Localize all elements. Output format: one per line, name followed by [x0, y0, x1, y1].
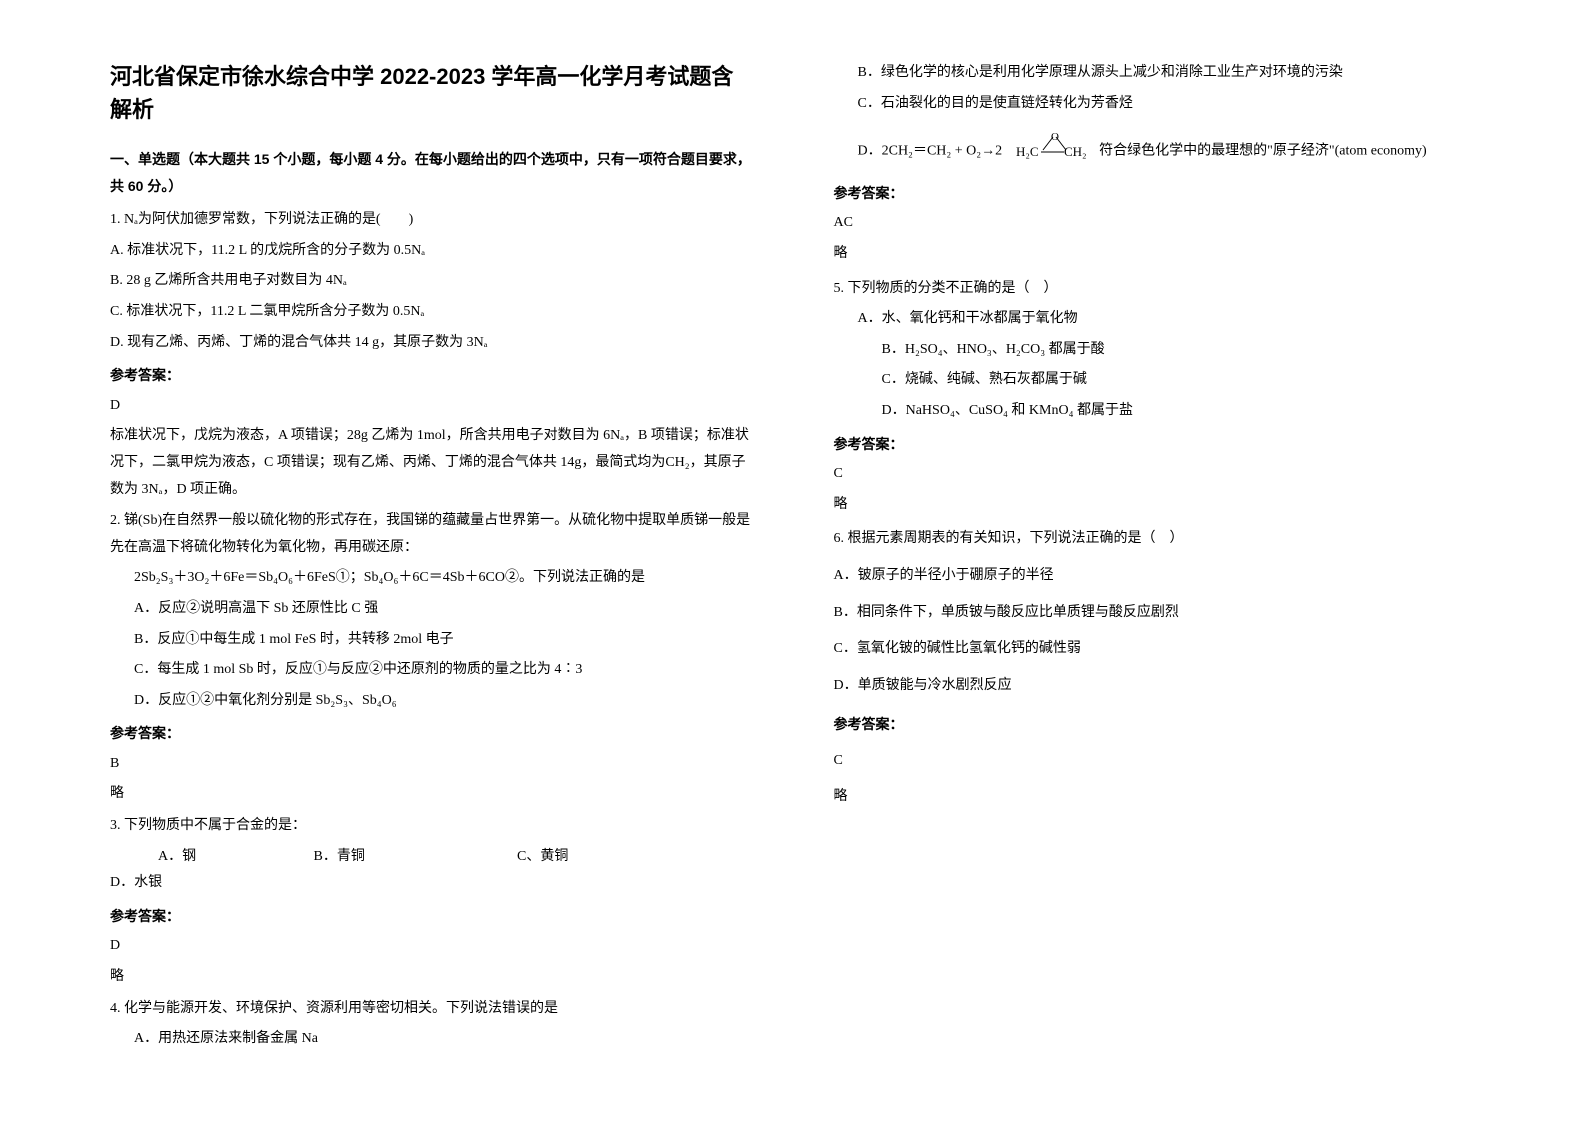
q1-answer: D [110, 393, 754, 420]
q6-answer: C [834, 748, 1478, 775]
q5-optD: D．NaHSO₄、CuSO₄ 和 KMnO₄ 都属于盐 [834, 398, 1478, 425]
q2-optA: A．反应②说明高温下 Sb 还原性比 C 强 [110, 596, 754, 623]
q2-stem: 2. 锑(Sb)在自然界一般以硫化物的形式存在，我国锑的蕴藏量占世界第一。从硫化… [110, 508, 754, 561]
q2-explain: 略 [110, 781, 754, 808]
question-1: 1. Nₐ为阿伏加德罗常数，下列说法正确的是( ) A. 标准状况下，11.2 … [110, 207, 754, 503]
svg-text:O: O [1051, 131, 1059, 143]
question-6: 6. 根据元素周期表的有关知识，下列说法正确的是（ ） A．铍原子的半径小于硼原… [834, 526, 1478, 811]
q4-optC: C．石油裂化的目的是使直链烃转化为芳香烃 [834, 91, 1478, 118]
q4-explain: 略 [834, 241, 1478, 268]
q4-optB: B．绿色化学的核心是利用化学原理从源头上减少和消除工业生产对环境的污染 [834, 60, 1478, 87]
q5-answer: C [834, 461, 1478, 488]
q1-stem: 1. Nₐ为阿伏加德罗常数，下列说法正确的是( ) [110, 207, 754, 234]
q6-stem: 6. 根据元素周期表的有关知识，下列说法正确的是（ ） [834, 526, 1478, 553]
question-4: 4. 化学与能源开发、环境保护、资源利用等密切相关。下列说法错误的是 A．用热还… [110, 996, 754, 1053]
q5-stem: 5. 下列物质的分类不正确的是（ ） [834, 276, 1478, 303]
q4-answer-label: 参考答案： [834, 180, 1478, 207]
q4-answer: AC [834, 210, 1478, 237]
q5-optB: B．H₂SO₄、HNO₃、H₂CO₃ 都属于酸 [834, 337, 1478, 364]
q3-optD: D．水银 [110, 870, 310, 897]
question-5: 5. 下列物质的分类不正确的是（ ） A．水、氧化钙和干冰都属于氧化物 B．H₂… [834, 276, 1478, 519]
q5-optC: C．烧碱、纯碱、熟石灰都属于碱 [834, 367, 1478, 394]
q2-optB: B．反应①中每生成 1 mol FeS 时，共转移 2mol 电子 [110, 627, 754, 654]
q2-answer-label: 参考答案： [110, 720, 754, 747]
q3-stem: 3. 下列物质中不属于合金的是： [110, 813, 754, 840]
q4-optD-pre: D．2CH₂＝CH₂ + O₂→2 [858, 144, 1003, 159]
q4-optA: A．用热还原法来制备金属 Na [110, 1026, 754, 1053]
q6-optB: B．相同条件下，单质铍与酸反应比单质锂与酸反应剧烈 [834, 600, 1478, 627]
q1-optC: C. 标准状况下，11.2 L 二氯甲烷所含分子数为 0.5Nₐ [110, 299, 754, 326]
left-column: 河北省保定市徐水综合中学 2022-2023 学年高一化学月考试题含解析 一、单… [90, 60, 794, 1062]
svg-text:H₂C: H₂C [1016, 144, 1039, 159]
q4-stem: 4. 化学与能源开发、环境保护、资源利用等密切相关。下列说法错误的是 [110, 996, 754, 1023]
question-3: 3. 下列物质中不属于合金的是： A．钢 B．青铜 C、黄铜 D．水银 参考答案… [110, 813, 754, 991]
q3-optB: B．青铜 [314, 844, 514, 871]
svg-text:CH₂: CH₂ [1064, 144, 1086, 159]
q5-explain: 略 [834, 492, 1478, 519]
q5-optA: A．水、氧化钙和干冰都属于氧化物 [834, 306, 1478, 333]
q5-answer-label: 参考答案： [834, 431, 1478, 458]
q6-answer-label: 参考答案： [834, 711, 1478, 738]
q1-explain: 标准状况下，戊烷为液态，A 项错误；28g 乙烯为 1mol，所含共用电子对数目… [110, 423, 754, 503]
right-column: B．绿色化学的核心是利用化学原理从源头上减少和消除工业生产对环境的污染 C．石油… [794, 60, 1498, 1062]
q1-optD: D. 现有乙烯、丙烯、丁烯的混合气体共 14 g，其原子数为 3Nₐ [110, 330, 754, 357]
q3-optC: C、黄铜 [517, 844, 568, 871]
section-header: 一、单选题（本大题共 15 个小题，每小题 4 分。在每小题给出的四个选项中，只… [110, 146, 754, 199]
q3-answer-label: 参考答案： [110, 903, 754, 930]
q6-optC: C．氢氧化铍的碱性比氢氧化钙的碱性弱 [834, 636, 1478, 663]
q2-optC: C．每生成 1 mol Sb 时，反应①与反应②中还原剂的物质的量之比为 4∶3 [110, 657, 754, 684]
q1-answer-label: 参考答案： [110, 362, 754, 389]
q6-optD: D．单质铍能与冷水剧烈反应 [834, 673, 1478, 700]
epoxide-structure-icon: H₂C CH₂ O [1016, 131, 1086, 172]
q6-optA: A．铍原子的半径小于硼原子的半径 [834, 563, 1478, 590]
q3-optA: A．钢 [110, 844, 310, 871]
question-2: 2. 锑(Sb)在自然界一般以硫化物的形式存在，我国锑的蕴藏量占世界第一。从硫化… [110, 508, 754, 808]
q1-optB: B. 28 g 乙烯所含共用电子对数目为 4Nₐ [110, 268, 754, 295]
q4-optD: D．2CH₂＝CH₂ + O₂→2 H₂C CH₂ O 符合绿色化学中的最理想的… [834, 131, 1478, 172]
q3-options: A．钢 B．青铜 C、黄铜 D．水银 [110, 844, 754, 897]
q2-eq: 2Sb₂S₃＋3O₂＋6Fe＝Sb₄O₆＋6FeS①；Sb₄O₆＋6C＝4Sb＋… [110, 565, 754, 592]
q1-optA: A. 标准状况下，11.2 L 的戊烷所含的分子数为 0.5Nₐ [110, 238, 754, 265]
q2-optD: D．反应①②中氧化剂分别是 Sb₂S₃、Sb₄O₆ [110, 688, 754, 715]
q6-explain: 略 [834, 784, 1478, 811]
q3-answer: D [110, 933, 754, 960]
q2-answer: B [110, 751, 754, 778]
document-title: 河北省保定市徐水综合中学 2022-2023 学年高一化学月考试题含解析 [110, 60, 754, 126]
q4-optD-post: 符合绿色化学中的最理想的"原子经济"(atom economy) [1099, 144, 1427, 159]
q3-explain: 略 [110, 964, 754, 991]
